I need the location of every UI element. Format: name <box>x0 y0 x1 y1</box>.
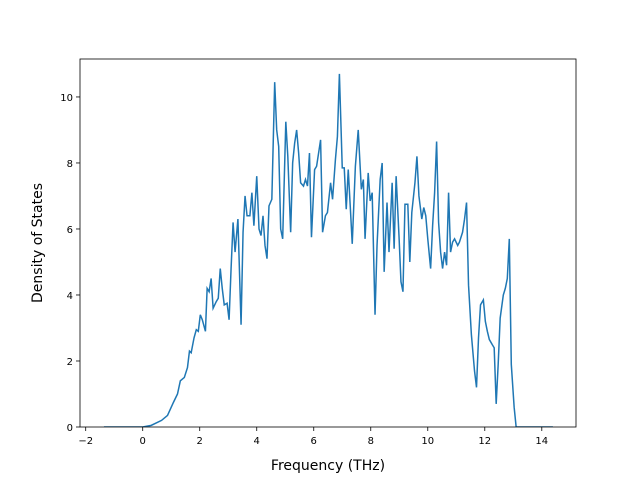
x-tick-label: 2 <box>197 436 203 447</box>
x-axis-label: Frequency (THz) <box>271 458 385 474</box>
y-tick-label: 8 <box>67 159 73 170</box>
plot-frame <box>79 58 577 428</box>
x-tick-label: 12 <box>478 436 491 447</box>
x-tick-label: 8 <box>368 436 374 447</box>
x-tick-label: 0 <box>140 436 146 447</box>
y-tick-label: 4 <box>67 291 73 302</box>
y-axis-label: Density of States <box>30 183 46 303</box>
x-tick-label: 6 <box>311 436 317 447</box>
line-series <box>103 73 553 427</box>
y-tick-label: 10 <box>60 93 73 104</box>
x-tick-label: 14 <box>535 436 548 447</box>
y-tick-label: 0 <box>67 423 73 434</box>
y-tick-label: 2 <box>67 357 73 368</box>
x-tick-label: 4 <box>254 436 260 447</box>
x-tick-label: 10 <box>421 436 434 447</box>
x-tick-label: −2 <box>78 436 93 447</box>
y-tick-label: 6 <box>67 225 73 236</box>
